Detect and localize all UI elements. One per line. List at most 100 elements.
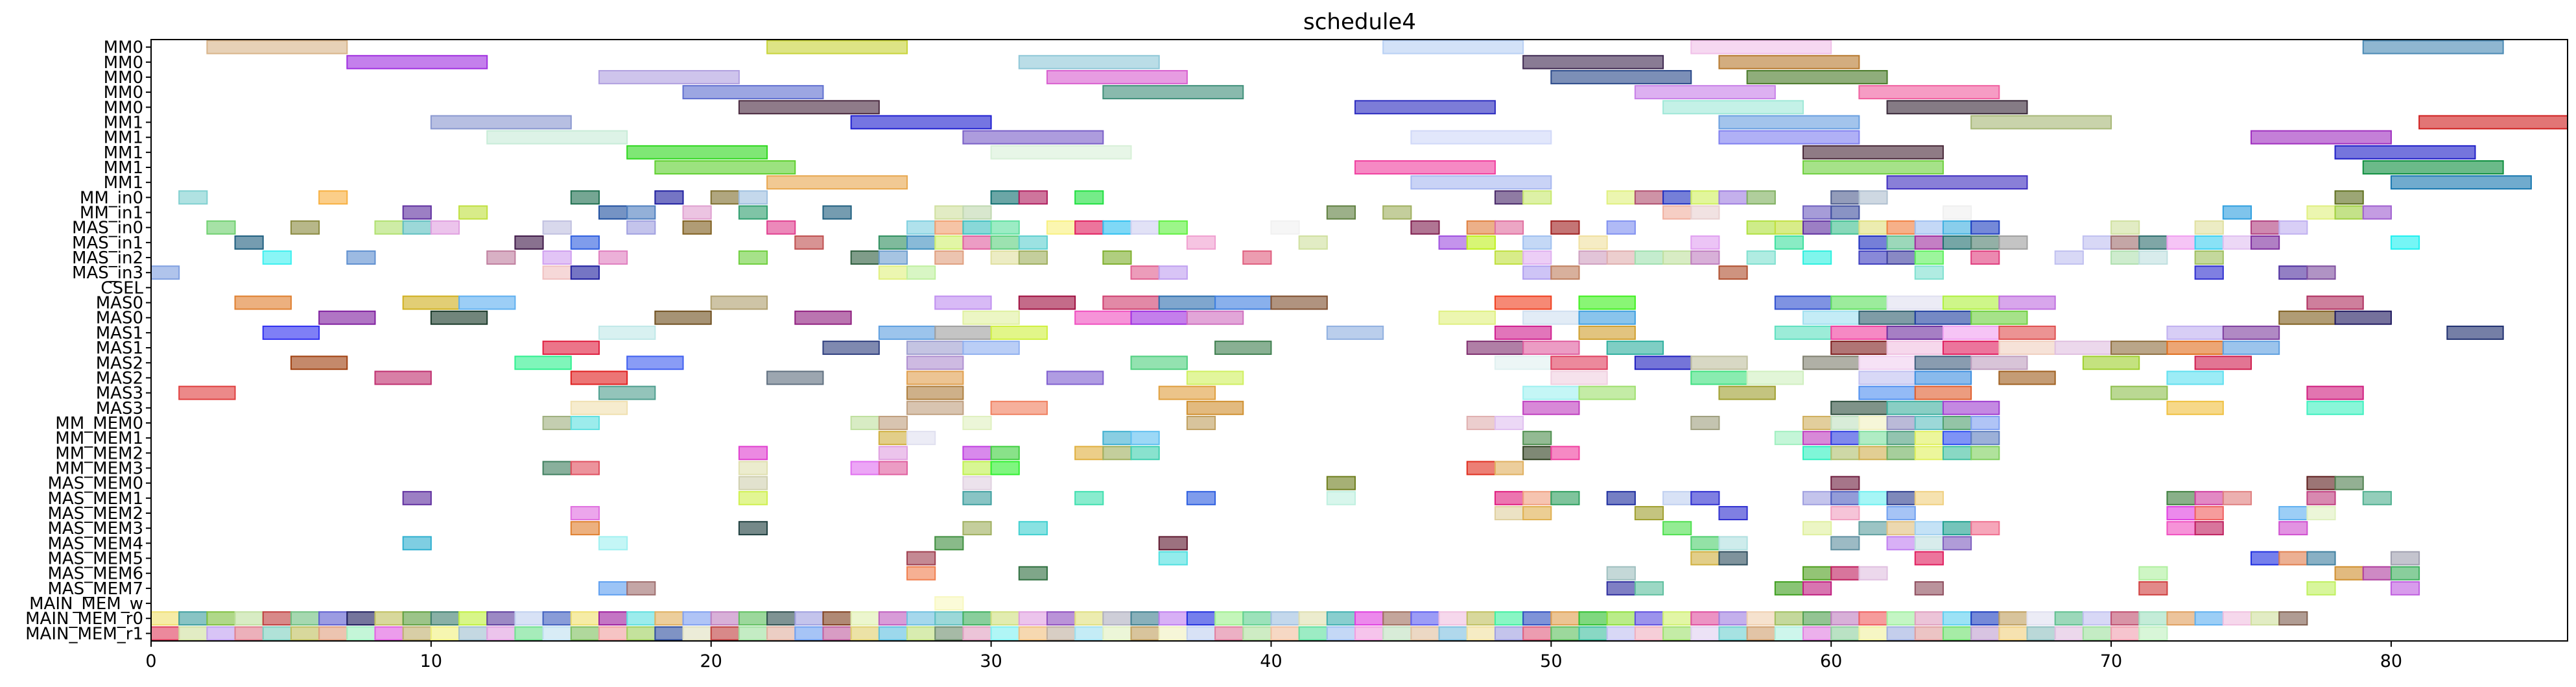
bar-MAS1-238 [1578, 325, 1636, 340]
bar-MAS2-266 [906, 356, 964, 370]
bar-MAIN_MEM_r1-585 [1522, 626, 1552, 641]
bar-MAS_in1-124 [878, 235, 908, 250]
bar-MAIN_MEM_r0-520 [1858, 611, 1888, 626]
bar-MAS2-283 [1186, 370, 1244, 385]
bar-MAS_MEM1-387 [1886, 490, 1916, 505]
bar-MM_MEM2-342 [878, 446, 908, 461]
bar-MM_MEM2-355 [1942, 446, 1972, 461]
bar-MAS_in1-139 [1886, 235, 1916, 250]
bar-MM_in0-54 [1606, 190, 1636, 205]
bar-MM_MEM2-343 [962, 446, 992, 461]
bar-MAS1-256 [1886, 341, 1944, 356]
bar-MM_MEM0-326 [1942, 415, 1972, 430]
bar-MAS_in0-93 [934, 220, 964, 235]
bar-MAS_in2-159 [878, 250, 908, 265]
bar-MAS_in3-185 [878, 265, 908, 280]
bar-MAIN_MEM_r1-552 [598, 626, 628, 641]
bar-MM_in0-53 [1522, 190, 1552, 205]
bar-MAS0-201 [1018, 295, 1076, 310]
bar-MAIN_MEM_r1-577 [1298, 626, 1328, 641]
bar-MAS0-198 [458, 295, 516, 310]
bar-MAIN_MEM_r1-571 [1130, 626, 1160, 641]
bar-MAS_MEM4-423 [1690, 536, 1720, 551]
bar-MM_MEM3-364 [1466, 461, 1496, 476]
bar-MAIN_MEM_r1-546 [430, 626, 460, 641]
bar-MAS_MEM3-417 [2194, 521, 2224, 536]
bar-MAS2-290 [2166, 370, 2224, 385]
bar-MAIN_MEM_r1-560 [822, 626, 852, 641]
y-tick-label: MAIN_MEM_w [29, 594, 143, 614]
bar-MAIN_MEM_r1-596 [1830, 626, 1860, 641]
bar-MAS3-311 [2306, 400, 2364, 415]
bar-MAS_MEM6-444 [2138, 566, 2168, 581]
bar-MAS3-305 [1186, 400, 1244, 415]
bar-MM_in1-68 [738, 205, 768, 220]
bar-MAIN_MEM_r1-543 [346, 626, 376, 641]
y-tick-label: MAS_in2 [72, 248, 143, 268]
bar-MAIN_MEM_r0-530 [2138, 611, 2168, 626]
bar-MAS_in2-169 [1634, 250, 1664, 265]
bar-MAS1-250 [962, 341, 1020, 356]
y-tick-label: MAIN_MEM_r0 [25, 609, 143, 629]
bar-MAS3-308 [1886, 400, 1944, 415]
bar-MAS2-280 [766, 370, 824, 385]
bar-MAIN_MEM_r0-463 [262, 611, 292, 626]
bar-MAS3-291 [178, 385, 236, 400]
bar-MAIN_MEM_r1-553 [626, 626, 656, 641]
bar-MAIN_MEM_r0-523 [1942, 611, 1972, 626]
bar-MM_MEM0-324 [1886, 415, 1916, 430]
bar-MAS3-301 [2306, 385, 2364, 400]
bar-MAIN_MEM_r0-509 [1550, 611, 1580, 626]
bar-MAIN_MEM_r1-562 [878, 626, 908, 641]
bar-MAIN_MEM_r1-602 [1998, 626, 2028, 641]
bar-MM0-2 [1382, 40, 1524, 54]
bar-MAS_in0-91 [766, 220, 796, 235]
bar-MAIN_MEM_r0-513 [1662, 611, 1692, 626]
bar-MAS_in1-123 [794, 235, 824, 250]
bar-MAS_MEM1-380 [1550, 490, 1580, 505]
bar-MAIN_MEM_r1-540 [262, 626, 292, 641]
bar-MAS_in1-146 [2138, 235, 2168, 250]
bar-MAS_in1-133 [1466, 235, 1496, 250]
bar-MAS1-234 [934, 325, 992, 340]
bar-MAS0-219 [1074, 310, 1132, 325]
bar-MM_MEM0-316 [962, 415, 992, 430]
bar-MM1-32 [990, 145, 1132, 160]
y-tick-label: MM_in0 [80, 188, 143, 208]
bar-MAS0-221 [1186, 310, 1244, 325]
bar-MAS_in0-97 [1074, 220, 1104, 235]
bar-MAIN_MEM_r0-471 [486, 611, 516, 626]
bar-MAS_MEM7-457 [2390, 581, 2420, 596]
bar-MAS_MEM2-399 [1830, 506, 1860, 520]
bar-MAS_in3-191 [1718, 265, 1748, 280]
bar-MAIN_MEM_r1-541 [290, 626, 320, 641]
bar-MAIN_MEM_r1-590 [1662, 626, 1692, 641]
bar-MAIN_MEM_r1-599 [1914, 626, 1944, 641]
bar-MAS_in0-109 [1802, 220, 1832, 235]
bar-MAS_in0-119 [2278, 220, 2308, 235]
bar-MM0-4 [2362, 40, 2504, 54]
x-tick-label: 10 [420, 651, 442, 671]
bar-MM_in0-46 [654, 190, 684, 205]
bar-MAS_in3-188 [1158, 265, 1188, 280]
bar-MM_in1-71 [962, 205, 992, 220]
bar-MAIN_MEM_r0-488 [962, 611, 992, 626]
bar-MAS_in1-147 [2166, 235, 2196, 250]
bar-MAS_in1-125 [906, 235, 936, 250]
bar-MAS_in0-116 [2110, 220, 2140, 235]
bar-MAIN_MEM_r0-465 [318, 611, 348, 626]
bar-MAS_MEM1-375 [1074, 490, 1104, 505]
bar-MM1-36 [1354, 160, 1496, 175]
bar-MAIN_MEM_r0-508 [1522, 611, 1552, 626]
bar-MM_MEM0-325 [1914, 415, 1944, 430]
bar-MAS1-236 [1326, 325, 1384, 340]
y-tick-label: MM0 [104, 38, 143, 58]
bar-MAS_in0-90 [682, 220, 712, 235]
bar-MAS_in2-178 [2054, 250, 2084, 265]
bar-MAS_in1-121 [514, 235, 544, 250]
y-tick-label: MAS1 [96, 339, 143, 358]
bar-MAS_MEM3-406 [738, 521, 768, 536]
bar-MAS_MEM3-415 [1970, 521, 2000, 536]
bar-MAS_in2-165 [1494, 250, 1524, 265]
bar-MM0-13 [682, 85, 824, 100]
